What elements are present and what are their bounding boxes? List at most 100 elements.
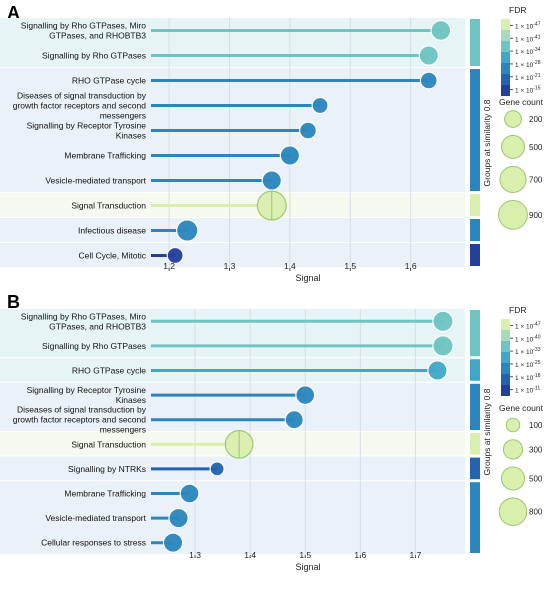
category-label: Vesicle-mediated transport xyxy=(45,176,146,186)
x-tick-label: 1.6 xyxy=(405,261,417,271)
group-color-bar xyxy=(470,19,480,66)
fdr-label: 1 × 10-15 xyxy=(515,86,541,95)
fdr-color-swatch xyxy=(501,341,510,352)
fdr-label-base: 1 × 10 xyxy=(515,88,534,95)
lollipop-point xyxy=(427,360,448,381)
category-label: Signalling by NTRKs xyxy=(68,464,146,474)
fdr-color-swatch xyxy=(501,41,510,52)
category-label: Cell Cycle, Mitotic xyxy=(78,251,146,261)
fdr-color-swatch xyxy=(501,319,510,330)
group-band xyxy=(0,218,465,242)
category-label-line: Diseases of signal transduction by xyxy=(17,91,147,101)
fdr-color-swatch xyxy=(501,363,510,374)
fdr-label-exponent: -21 xyxy=(533,73,540,79)
group-color-bar xyxy=(470,194,480,216)
lollipop-point xyxy=(168,507,189,529)
fdr-color-swatch xyxy=(501,374,510,385)
category-label-line: Signalling by NTRKs xyxy=(68,464,146,474)
fdr-label: 1 × 10-41 xyxy=(515,34,541,43)
x-tick-label: 1.2 xyxy=(163,261,175,271)
category-label: Signal Transduction xyxy=(71,439,146,449)
fdr-color-swatch xyxy=(501,52,510,63)
x-axis-label: Signal xyxy=(295,273,320,283)
fdr-label-exponent: -18 xyxy=(533,373,540,379)
gene-count-legend-label: 200 xyxy=(529,115,543,124)
lollipop-point xyxy=(432,335,454,357)
fdr-label-base: 1 × 10 xyxy=(515,49,534,56)
gene-count-legend-circle xyxy=(502,439,524,460)
fdr-label-base: 1 × 10 xyxy=(515,362,534,369)
category-label: Diseases of signal transduction by growth… xyxy=(13,91,147,121)
fdr-label-base: 1 × 10 xyxy=(515,375,534,382)
fdr-color-swatch xyxy=(501,74,510,85)
category-label: RHO GTPase cycle xyxy=(72,76,146,86)
x-tick-label: 1.4 xyxy=(284,261,296,271)
category-label-line: Signal Transduction xyxy=(71,201,146,211)
category-label-line: Signalling by Rho GTPases xyxy=(42,51,146,61)
group-color-bar xyxy=(470,244,480,266)
category-label: Signal Transduction xyxy=(71,201,146,211)
fdr-label-base: 1 × 10 xyxy=(515,75,534,82)
lollipop-point xyxy=(209,461,225,477)
group-color-bar xyxy=(470,383,480,430)
fdr-label-base: 1 × 10 xyxy=(515,323,534,330)
category-label: Vesicle-mediated transport xyxy=(45,513,146,523)
fdr-legend-title: FDR xyxy=(509,305,526,315)
fdr-label: 1 × 10-40 xyxy=(515,334,541,343)
category-label-line: growth factor receptors and second xyxy=(13,415,147,425)
category-label: Cellular responses to stress xyxy=(41,538,146,548)
gene-count-legend-circle xyxy=(501,466,525,491)
fdr-color-swatch xyxy=(501,19,510,30)
x-tick-label: 1.3 xyxy=(189,550,201,560)
group-color-bar xyxy=(470,457,480,480)
group-color-bar xyxy=(470,310,480,357)
gene-count-legend-label: 100 xyxy=(529,421,543,430)
category-label-line: growth factor receptors and second xyxy=(13,101,147,111)
x-tick-label: 1.5 xyxy=(344,261,356,271)
gene-count-legend-circle xyxy=(498,199,528,230)
gene-count-legend-label: 500 xyxy=(529,143,543,152)
fdr-label: 1 × 10-28 xyxy=(515,60,541,69)
lollipop-point xyxy=(432,310,454,333)
category-label-line: Signal Transduction xyxy=(71,439,146,449)
category-label: RHO GTPase cycle xyxy=(72,366,146,376)
category-label-line: messengers xyxy=(100,111,146,121)
fdr-label-base: 1 × 10 xyxy=(515,349,534,356)
group-band xyxy=(0,18,465,67)
fdr-label: 1 × 10-47 xyxy=(515,21,541,30)
panel-label: B xyxy=(7,292,20,312)
x-tick-label: 1.5 xyxy=(299,550,311,560)
category-label: Membrane Trafficking xyxy=(64,151,146,161)
gene-count-legend-title: Gene count xyxy=(499,97,544,107)
category-label-line: Signalling by Receptor Tyrosine xyxy=(27,121,147,131)
fdr-label-exponent: -33 xyxy=(533,347,540,353)
group-band xyxy=(0,456,465,481)
lollipop-point xyxy=(261,170,282,191)
category-label-line: GTPases, and RHOBTB3 xyxy=(49,321,146,331)
category-label-line: Membrane Trafficking xyxy=(64,151,146,161)
fdr-label-exponent: -47 xyxy=(533,321,540,327)
fdr-label: 1 × 10-21 xyxy=(515,73,541,82)
category-label-line: GTPases, and RHOBTB3 xyxy=(49,31,146,41)
lollipop-point xyxy=(295,385,316,406)
group-band xyxy=(0,481,465,554)
category-label-line: messengers xyxy=(100,425,146,435)
lollipop-point xyxy=(279,145,301,166)
fdr-color-swatch xyxy=(501,352,510,363)
fdr-label-exponent: -41 xyxy=(533,34,540,40)
fdr-label-exponent: -25 xyxy=(533,360,540,366)
fdr-label: 1 × 10-11 xyxy=(515,386,540,395)
fdr-label: 1 × 10-25 xyxy=(515,360,541,369)
x-axis-label: Signal xyxy=(295,562,320,572)
x-tick-label: 1.7 xyxy=(410,550,422,560)
fdr-label: 1 × 10-47 xyxy=(515,321,541,330)
fdr-label-exponent: -47 xyxy=(533,21,540,27)
group-color-bar xyxy=(470,219,480,241)
lollipop-point xyxy=(162,532,184,553)
category-label-line: Infectious disease xyxy=(78,226,146,236)
gene-count-legend-title: Gene count xyxy=(499,403,544,413)
lollipop-point xyxy=(166,246,184,265)
fdr-color-swatch xyxy=(501,30,510,41)
category-label-line: Cell Cycle, Mitotic xyxy=(78,251,146,261)
lollipop-point xyxy=(418,45,439,66)
